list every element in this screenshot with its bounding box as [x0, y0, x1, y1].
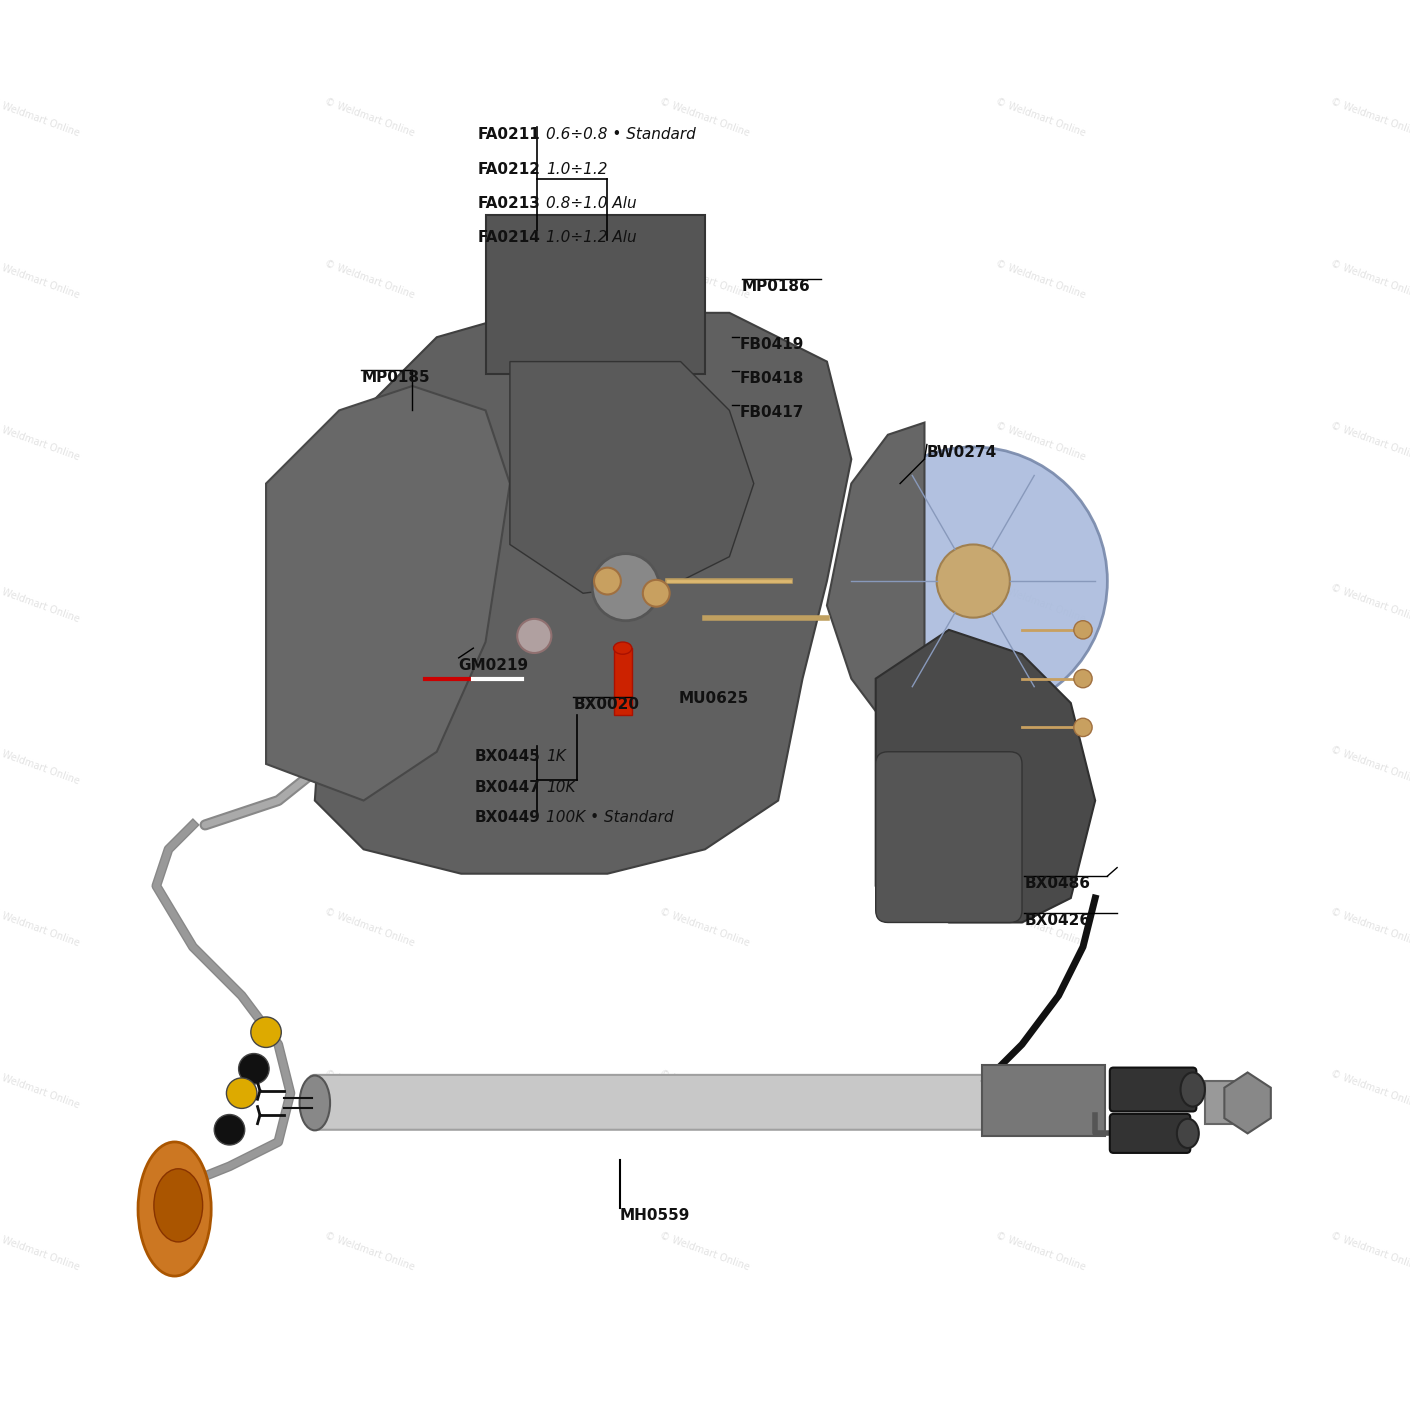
Text: © Weldmart Online: © Weldmart Online	[323, 1230, 416, 1272]
Text: © Weldmart Online: © Weldmart Online	[323, 907, 416, 949]
Text: BX0486: BX0486	[1025, 876, 1090, 891]
Text: GM0219: GM0219	[458, 658, 529, 673]
PathPatch shape	[826, 423, 925, 727]
Ellipse shape	[643, 579, 670, 606]
Text: © Weldmart Online: © Weldmart Online	[323, 259, 416, 301]
Ellipse shape	[1180, 1073, 1206, 1107]
FancyBboxPatch shape	[1206, 1081, 1235, 1123]
FancyBboxPatch shape	[1110, 1067, 1196, 1112]
Text: © Weldmart Online: © Weldmart Online	[994, 1069, 1087, 1111]
Text: © Weldmart Online: © Weldmart Online	[323, 583, 416, 624]
Text: © Weldmart Online: © Weldmart Online	[0, 259, 80, 301]
Text: FA0214: FA0214	[478, 231, 540, 245]
Text: © Weldmart Online: © Weldmart Online	[994, 1230, 1087, 1272]
Text: © Weldmart Online: © Weldmart Online	[1330, 259, 1410, 301]
Text: © Weldmart Online: © Weldmart Online	[0, 1069, 80, 1111]
Text: FA0212: FA0212	[478, 162, 540, 177]
Ellipse shape	[251, 1017, 282, 1047]
Text: © Weldmart Online: © Weldmart Online	[994, 97, 1087, 139]
Text: © Weldmart Online: © Weldmart Online	[0, 1230, 80, 1272]
Text: © Weldmart Online: © Weldmart Online	[1330, 1230, 1410, 1272]
Text: MH0559: MH0559	[619, 1208, 689, 1223]
Text: © Weldmart Online: © Weldmart Online	[994, 907, 1087, 949]
Text: © Weldmart Online: © Weldmart Online	[323, 745, 416, 786]
Text: © Weldmart Online: © Weldmart Online	[1330, 907, 1410, 949]
Text: 1K: 1K	[547, 749, 567, 765]
Text: BX0445: BX0445	[475, 749, 540, 765]
FancyBboxPatch shape	[485, 215, 705, 374]
Text: 10K: 10K	[547, 780, 577, 794]
Text: 0.6÷0.8 • Standard: 0.6÷0.8 • Standard	[547, 128, 697, 142]
FancyBboxPatch shape	[981, 1066, 1105, 1136]
Text: © Weldmart Online: © Weldmart Online	[323, 97, 416, 139]
Text: © Weldmart Online: © Weldmart Online	[658, 420, 752, 463]
Text: BX0449: BX0449	[475, 810, 540, 825]
PathPatch shape	[510, 361, 754, 593]
Text: FA0211: FA0211	[478, 128, 540, 142]
Text: FB0417: FB0417	[739, 405, 804, 420]
FancyBboxPatch shape	[876, 752, 1022, 922]
Text: 1.0÷1.2 Alu: 1.0÷1.2 Alu	[547, 231, 637, 245]
Ellipse shape	[299, 1076, 330, 1130]
PathPatch shape	[314, 312, 852, 873]
FancyBboxPatch shape	[309, 1074, 991, 1130]
Ellipse shape	[594, 568, 620, 595]
Text: © Weldmart Online: © Weldmart Online	[1330, 745, 1410, 786]
Text: © Weldmart Online: © Weldmart Online	[1330, 583, 1410, 624]
Text: MU0625: MU0625	[678, 690, 749, 706]
Text: BX0447: BX0447	[475, 780, 540, 794]
Text: MP0185: MP0185	[361, 370, 430, 385]
Text: © Weldmart Online: © Weldmart Online	[658, 259, 752, 301]
PathPatch shape	[266, 387, 510, 800]
Ellipse shape	[154, 1168, 203, 1241]
Text: © Weldmart Online: © Weldmart Online	[0, 907, 80, 949]
Text: © Weldmart Online: © Weldmart Online	[658, 583, 752, 624]
Text: © Weldmart Online: © Weldmart Online	[994, 583, 1087, 624]
Text: © Weldmart Online: © Weldmart Online	[0, 745, 80, 786]
Ellipse shape	[592, 554, 660, 620]
Text: © Weldmart Online: © Weldmart Online	[994, 420, 1087, 463]
Ellipse shape	[517, 619, 551, 652]
Text: © Weldmart Online: © Weldmart Online	[323, 1069, 416, 1111]
Ellipse shape	[839, 447, 1107, 716]
Ellipse shape	[613, 643, 632, 654]
Text: 100K • Standard: 100K • Standard	[547, 810, 674, 825]
Ellipse shape	[238, 1053, 269, 1084]
Text: © Weldmart Online: © Weldmart Online	[658, 97, 752, 139]
Text: 0.8÷1.0 Alu: 0.8÷1.0 Alu	[547, 195, 637, 211]
Text: FB0419: FB0419	[739, 337, 804, 353]
Text: © Weldmart Online: © Weldmart Online	[658, 1230, 752, 1272]
Text: MP0186: MP0186	[742, 278, 811, 294]
Text: © Weldmart Online: © Weldmart Online	[1330, 420, 1410, 463]
PathPatch shape	[876, 630, 1096, 922]
Text: FB0418: FB0418	[739, 371, 804, 387]
Text: © Weldmart Online: © Weldmart Online	[994, 259, 1087, 301]
Text: © Weldmart Online: © Weldmart Online	[658, 907, 752, 949]
Text: BX0426: BX0426	[1025, 912, 1090, 928]
Ellipse shape	[138, 1142, 212, 1277]
Polygon shape	[1224, 1073, 1270, 1133]
Ellipse shape	[936, 544, 1010, 617]
Ellipse shape	[1074, 620, 1093, 638]
Text: © Weldmart Online: © Weldmart Online	[658, 745, 752, 786]
Text: © Weldmart Online: © Weldmart Online	[994, 745, 1087, 786]
Ellipse shape	[227, 1078, 257, 1108]
Text: © Weldmart Online: © Weldmart Online	[1330, 97, 1410, 139]
Ellipse shape	[1074, 669, 1093, 688]
Text: © Weldmart Online: © Weldmart Online	[0, 97, 80, 139]
Ellipse shape	[1177, 1119, 1198, 1149]
Polygon shape	[613, 648, 632, 716]
Text: BW0274: BW0274	[926, 444, 997, 460]
Text: © Weldmart Online: © Weldmart Online	[0, 583, 80, 624]
Text: © Weldmart Online: © Weldmart Online	[658, 1069, 752, 1111]
Text: BX0020: BX0020	[574, 697, 639, 711]
Ellipse shape	[1074, 718, 1093, 737]
Text: 1.0÷1.2: 1.0÷1.2	[547, 162, 608, 177]
Text: FA0213: FA0213	[478, 195, 540, 211]
Ellipse shape	[214, 1115, 245, 1144]
Text: © Weldmart Online: © Weldmart Online	[0, 420, 80, 463]
Text: © Weldmart Online: © Weldmart Online	[323, 420, 416, 463]
Text: © Weldmart Online: © Weldmart Online	[1330, 1069, 1410, 1111]
FancyBboxPatch shape	[1110, 1114, 1190, 1153]
